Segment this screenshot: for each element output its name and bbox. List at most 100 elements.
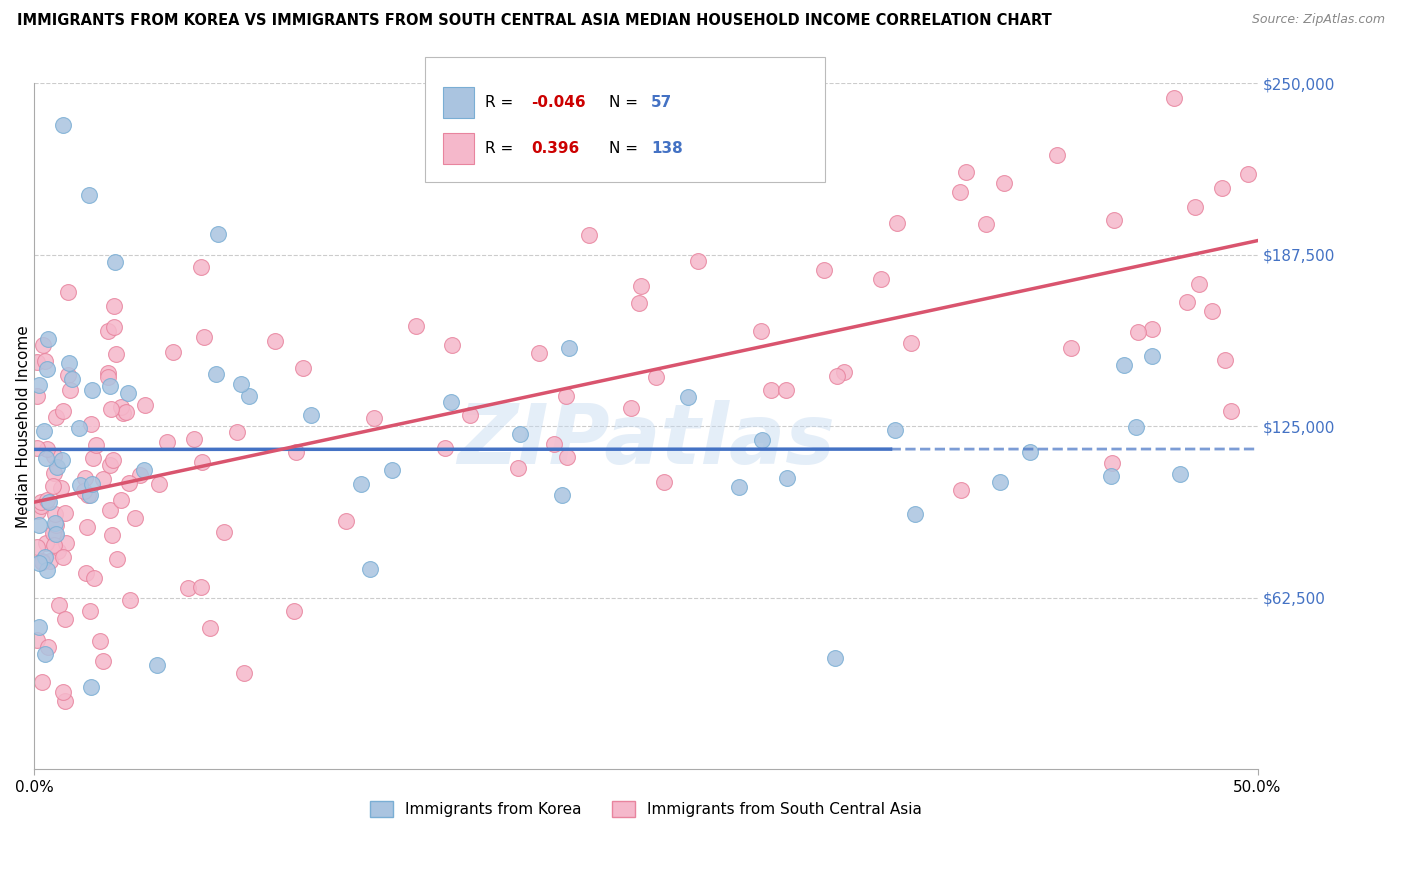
Point [67,421,90,435]
Point [1142,349,1164,363]
Point [869,272,891,286]
Point [904,508,927,522]
Point [82,383,104,397]
Point [103,299,125,313]
Point [359,562,381,576]
Point [38,494,60,508]
Point [1101,456,1123,470]
Point [776,470,799,484]
Point [955,165,977,179]
Point [112,406,135,420]
Point [44,538,66,552]
Point [100,401,122,416]
Point [34,647,56,661]
Point [229,377,252,392]
Point [80,417,103,431]
Point [1099,469,1122,483]
Point [76,520,98,534]
Point [28,620,51,634]
Point [1211,181,1233,195]
Point [79,603,101,617]
Point [83,571,105,585]
Point [30,499,52,513]
Point [44,526,66,541]
Point [1163,91,1185,105]
Point [42,479,65,493]
Point [49,481,72,495]
Point [37,442,59,456]
Point [89,634,111,648]
Point [44,526,66,541]
Point [381,463,404,477]
Point [627,296,650,310]
Point [1184,201,1206,215]
Point [31,554,53,568]
Point [190,260,212,274]
Point [620,401,643,416]
Point [45,460,67,475]
Point [97,366,120,380]
Point [759,384,782,398]
Point [134,398,156,412]
Point [578,228,600,243]
Point [98,503,121,517]
Point [56,285,79,299]
Point [32,424,55,438]
Point [52,403,75,417]
Text: R =: R = [485,142,519,156]
Point [42,525,65,540]
Point [162,344,184,359]
Point [75,566,97,580]
Point [97,324,120,338]
Point [886,216,908,230]
Point [28,378,51,392]
Point [30,495,52,509]
Point [1046,147,1069,161]
Point [110,492,132,507]
Point [104,254,127,268]
Point [1126,325,1149,339]
Point [775,384,797,398]
Point [100,458,122,472]
Point [25,355,48,369]
Point [630,278,652,293]
Point [191,455,214,469]
Point [433,442,456,456]
Point [190,580,212,594]
Point [264,334,287,348]
Point [509,427,531,442]
Text: 57: 57 [651,95,672,110]
Point [80,477,103,491]
Point [156,434,179,449]
Point [350,477,373,491]
Point [37,332,59,346]
Point [51,452,73,467]
Point [101,453,124,467]
Point [37,640,59,655]
Point [58,356,80,370]
Point [527,346,550,360]
Point [146,658,169,673]
Point [813,263,835,277]
Point [118,476,141,491]
Point [555,450,578,464]
Point [82,450,104,465]
Point [38,554,60,568]
Point [28,556,51,570]
Point [558,342,581,356]
Point [45,410,67,425]
Point [993,176,1015,190]
Point [77,488,100,502]
Point [27,504,49,518]
Point [233,666,256,681]
Point [825,368,848,383]
Point [44,516,66,530]
Point [205,367,228,381]
Point [35,362,58,376]
Point [91,654,114,668]
Point [441,337,464,351]
Point [212,525,235,540]
Point [103,320,125,334]
Point [93,473,115,487]
Point [31,675,53,690]
